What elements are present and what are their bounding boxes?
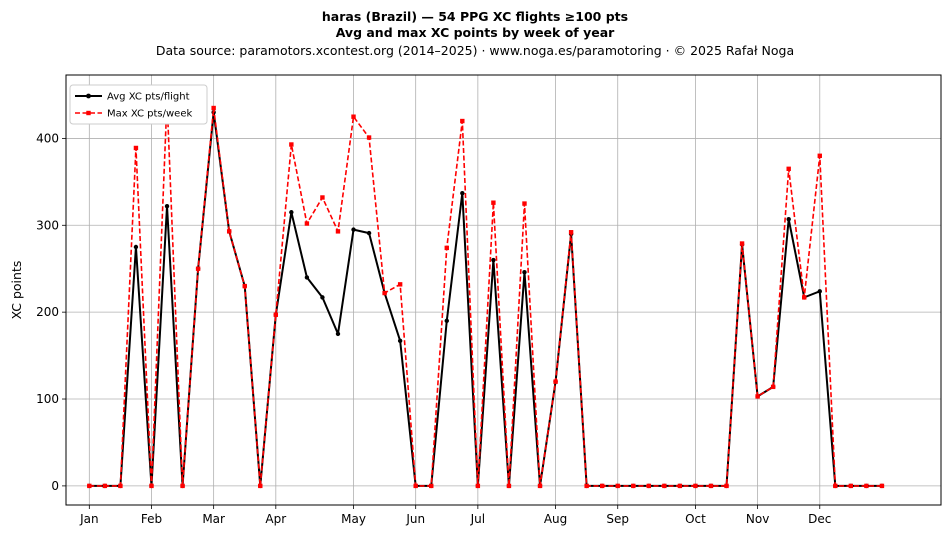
data-point-max [833, 483, 838, 489]
data-point-max [724, 483, 729, 489]
data-point-max [133, 145, 139, 151]
data-point-max [102, 483, 108, 489]
data-point-avg [460, 190, 465, 196]
data-point-max [708, 483, 714, 489]
data-point-max [475, 483, 481, 489]
x-tick-label: Aug [544, 512, 567, 526]
data-point-max [770, 384, 776, 390]
data-point-max [444, 245, 449, 251]
x-tick-label: Nov [746, 512, 769, 526]
data-point-max [615, 483, 620, 489]
data-point-max [211, 105, 216, 111]
data-point-max [584, 483, 589, 489]
data-point-max [879, 483, 885, 489]
data-point-avg [164, 203, 170, 209]
y-tick-label: 400 [36, 131, 59, 145]
data-point-max [335, 229, 341, 234]
plot-frame [65, 74, 942, 506]
legend-marker-max [86, 110, 91, 116]
data-point-max [491, 200, 496, 205]
legend-box [69, 84, 208, 125]
data-point-max [351, 114, 356, 119]
chart-subtitle: Data source: paramotors.xcontest.org (20… [156, 43, 794, 58]
data-point-max [195, 266, 201, 271]
data-point-max [786, 166, 791, 172]
data-point-max [413, 483, 418, 489]
data-point-avg [817, 289, 822, 294]
data-point-max [289, 142, 294, 147]
data-point-avg [444, 318, 449, 324]
data-point-avg [335, 331, 341, 337]
data-point-max [568, 230, 574, 235]
legend-marker-avg [86, 93, 91, 99]
legend-label-max: Max XC pts/week [107, 109, 192, 120]
x-tick-label: Sep [606, 512, 629, 526]
data-point-avg [366, 230, 372, 236]
data-point-max [693, 483, 698, 489]
data-point-max [273, 312, 279, 317]
data-point-avg [133, 244, 139, 250]
data-point-avg [289, 210, 294, 215]
y-axis-label: XC points [9, 261, 24, 320]
chart-title-line-1: haras (Brazil) — 54 PPG XC flights ≥100 … [322, 9, 628, 24]
axis-ticks: Jan Feb Mar Apr May Jun Jul Aug Sep Oct Nov Dec 0 100… [36, 131, 831, 526]
y-tick-label: 100 [36, 392, 59, 406]
data-point-max [553, 379, 558, 384]
x-tick-label: Apr [265, 512, 286, 526]
x-tick-label: Mar [202, 512, 225, 526]
x-tick-label: Oct [685, 512, 706, 526]
data-point-max [429, 483, 434, 489]
x-tick-label: Dec [808, 512, 831, 526]
data-point-max [258, 483, 263, 489]
data-point-max [677, 483, 683, 489]
data-point-max [87, 483, 92, 489]
data-point-avg [320, 295, 325, 300]
data-point-max [599, 483, 605, 489]
x-tick-label: May [341, 512, 366, 526]
data-point-max [366, 135, 372, 140]
data-point-max [864, 483, 869, 489]
series-line-avg [89, 111, 882, 487]
y-tick-label: 200 [36, 305, 59, 319]
chart-title-line-2: Avg and max XC points by week of year [336, 25, 615, 40]
data-point-max [242, 283, 247, 289]
x-tick-label: Feb [141, 512, 162, 526]
data-point-max [631, 483, 636, 489]
data-point-avg [491, 257, 496, 263]
data-point-max [118, 483, 123, 489]
data-point-avg [397, 338, 403, 344]
y-tick-label: 0 [51, 479, 59, 493]
data-point-max [460, 118, 465, 124]
data-point-max [320, 195, 325, 200]
data-point-max [537, 483, 543, 489]
data-point-max [755, 394, 760, 399]
data-point-avg [786, 217, 791, 222]
data-point-max [382, 290, 387, 296]
data-point-max [149, 483, 154, 489]
data-point-max [817, 153, 822, 158]
data-point-max [226, 229, 232, 234]
data-point-max [739, 241, 745, 246]
x-tick-label: Jun [405, 512, 425, 526]
series-line-max [89, 98, 882, 487]
data-point-max [304, 221, 310, 226]
data-point-max [848, 483, 854, 489]
x-tick-label: Jul [470, 512, 485, 526]
legend: Avg XC pts/flight Max XC pts/week [69, 84, 208, 125]
data-point-avg [351, 227, 356, 232]
x-tick-label: Jan [79, 512, 99, 526]
data-point-max [506, 483, 512, 489]
data-point-max [662, 483, 667, 489]
data-point-max [397, 282, 403, 287]
data-point-max [522, 201, 527, 206]
data-point-max [646, 483, 652, 489]
data-point-max [802, 295, 807, 300]
series-layer [87, 97, 885, 489]
data-point-max [180, 483, 185, 489]
data-point-avg [522, 269, 527, 275]
data-point-avg [304, 275, 310, 280]
legend-label-avg: Avg XC pts/flight [107, 92, 190, 103]
y-tick-label: 300 [36, 218, 59, 232]
